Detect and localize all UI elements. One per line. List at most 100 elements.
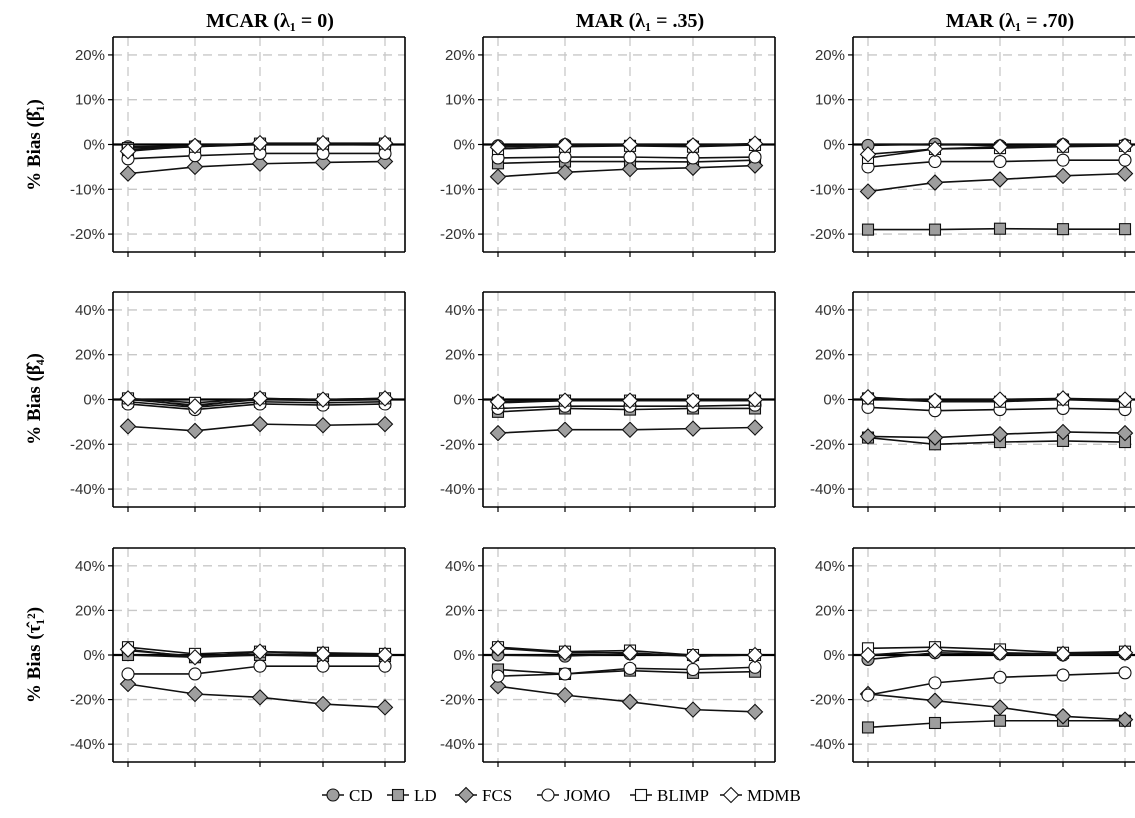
series-group (119, 134, 394, 182)
data-point-fcs (119, 165, 137, 182)
data-point-fcs (991, 425, 1009, 443)
data-point-fcs (926, 429, 944, 446)
data-point-mdmb (684, 392, 702, 409)
legend-marker (457, 786, 475, 804)
series-group (489, 391, 764, 442)
series-group (489, 135, 764, 186)
data-point-mdmb (251, 643, 269, 660)
data-point-mdmb (376, 134, 394, 152)
data-point-fcs (1116, 424, 1134, 442)
y-tick-label: -40% (70, 481, 105, 498)
legend-marker (722, 786, 740, 804)
legend-label: JOMO (564, 786, 610, 805)
panel-r0-c2: -20% -10% 0% 10% 20% (810, 36, 1135, 257)
data-point-fcs (1054, 167, 1072, 185)
data-point-fcs (119, 418, 137, 435)
y-tick-label: -20% (440, 436, 475, 453)
data-point-jomo (188, 667, 202, 681)
data-point-fcs (621, 421, 639, 439)
legend-label: FCS (482, 786, 512, 805)
data-point-mdmb (119, 641, 137, 658)
data-point-fcs (684, 701, 702, 718)
y-tick-label: -10% (810, 181, 845, 198)
data-point-mdmb (186, 137, 204, 155)
data-point-jomo (1118, 153, 1132, 167)
data-point-mdmb (119, 390, 137, 407)
column-title-mar-70: MAR (λ₁ = .70) (946, 10, 1074, 32)
data-point-mdmb (746, 646, 764, 664)
data-point-fcs (556, 163, 574, 181)
data-point-mdmb (926, 140, 944, 158)
data-point-fcs (684, 420, 702, 437)
y-tick-label: 20% (445, 602, 475, 619)
data-point-jomo (623, 150, 637, 164)
data-point-mdmb (489, 138, 507, 156)
data-point-mdmb (556, 392, 574, 409)
series-group (859, 137, 1134, 236)
data-point-mdmb (926, 642, 944, 659)
panel-r0-c1: -20% -10% 0% 10% 20% (440, 36, 776, 257)
data-point-ld (993, 222, 1007, 235)
column-title-mar-35: MAR (λ₁ = .35) (576, 10, 704, 32)
data-point-mdmb (251, 390, 269, 407)
legend-label: BLIMP (657, 786, 709, 805)
data-point-ld (1056, 223, 1070, 236)
data-point-fcs (251, 689, 269, 706)
data-point-jomo (121, 667, 135, 681)
y-tick-label: 0% (453, 392, 475, 409)
data-point-mdmb (621, 392, 639, 409)
data-point-jomo (558, 667, 572, 681)
y-tick-label: -20% (70, 692, 105, 709)
data-point-fcs (621, 693, 639, 711)
y-tick-label: -20% (810, 226, 845, 243)
y-tick-label: 40% (445, 302, 475, 319)
data-point-ld (861, 223, 875, 236)
data-point-mdmb (746, 135, 764, 152)
data-point-fcs (926, 174, 944, 191)
data-point-jomo (861, 688, 875, 702)
data-point-mdmb (1116, 391, 1134, 408)
data-point-fcs (926, 692, 944, 709)
column-title-mcar: MCAR (λ₁ = 0) (206, 10, 334, 32)
y-tick-label: 0% (83, 647, 105, 664)
data-point-mdmb (251, 134, 269, 152)
data-point-fcs (251, 415, 269, 433)
y-tick-label: 20% (445, 347, 475, 364)
data-point-mdmb (1116, 137, 1134, 155)
data-point-mdmb (746, 391, 764, 408)
data-point-fcs (489, 677, 507, 695)
y-tick-label: 20% (75, 47, 105, 64)
data-point-mdmb (1054, 390, 1072, 407)
data-point-mdmb (314, 391, 332, 408)
y-tick-label: 0% (823, 392, 845, 409)
legend-item-blimp: BLIMP (630, 786, 709, 805)
row-label-tau1-sq: % Bias (τ̂₁²) (24, 607, 45, 703)
legend-label: CD (349, 786, 373, 805)
data-point-jomo (623, 661, 637, 675)
data-point-ld (928, 716, 942, 730)
y-tick-label: 0% (83, 392, 105, 409)
data-point-mdmb (556, 137, 574, 154)
y-tick-label: -10% (70, 181, 105, 198)
y-tick-label: -20% (440, 692, 475, 709)
data-point-mdmb (1054, 645, 1072, 663)
panel-r0-c0: -20% -10% 0% 10% 20% (70, 36, 406, 257)
y-tick-label: 0% (453, 137, 475, 154)
y-tick-label: 0% (453, 647, 475, 664)
data-point-mdmb (621, 644, 639, 662)
data-point-mdmb (119, 142, 137, 160)
data-point-jomo (928, 154, 942, 169)
data-point-fcs (186, 422, 204, 440)
panels: -20% -10% 0% 10% 20% -20% -10% 0% 10% 20% -20% -10%… (70, 36, 1135, 767)
data-point-fcs (251, 155, 269, 173)
data-point-fcs (186, 685, 204, 703)
data-point-jomo (928, 676, 942, 690)
data-point-jomo (1118, 666, 1132, 680)
data-point-fcs (746, 703, 764, 721)
legend-marker (391, 788, 405, 802)
y-tick-label: -40% (70, 736, 105, 753)
data-point-mdmb (991, 644, 1009, 662)
data-point-mdmb (926, 392, 944, 409)
y-tick-label: 20% (75, 602, 105, 619)
y-tick-label: 20% (75, 347, 105, 364)
